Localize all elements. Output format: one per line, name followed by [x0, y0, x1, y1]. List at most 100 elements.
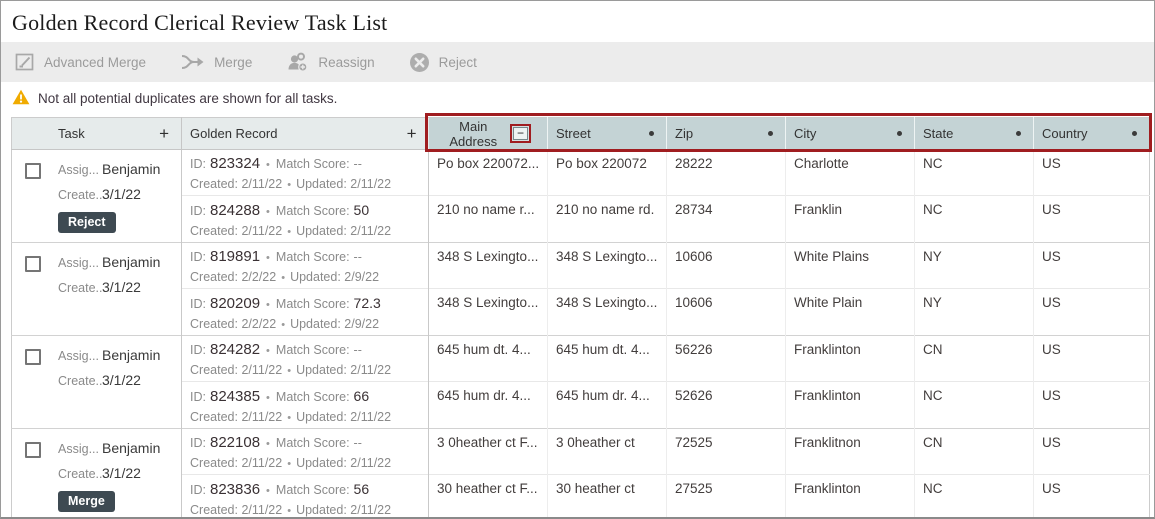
golden-record-cell: ID: 819891 • Match Score: -- Created: 2/2/22 •… [181, 242, 429, 289]
assigned-label: Assig... [58, 256, 99, 270]
task-checkbox[interactable] [25, 349, 41, 365]
cell-main-address: 210 no name r... [428, 195, 548, 243]
created-label: Created: [190, 317, 238, 331]
record-id-line: ID: 822108 • Match Score: -- [190, 433, 422, 454]
task-checkbox[interactable] [25, 256, 41, 272]
table-header: Task + Golden Record + Main Address [11, 117, 1150, 150]
column-header-task[interactable]: Task + [11, 117, 182, 150]
separator-dot: • [287, 505, 292, 517]
record-dates-line: Created: 2/11/22 • Updated: 2/11/22 [190, 408, 422, 428]
match-score-label: Match Score: [275, 157, 350, 171]
assigned-value: Benjamin [102, 440, 161, 456]
cell-state: NC [914, 149, 1034, 196]
task-cell: Assig... Benjamin Create... 3/1/22 [11, 335, 182, 429]
column-header-main-address[interactable]: Main Address − [428, 117, 548, 150]
column-header-city[interactable]: City [785, 117, 915, 150]
state-header-label: State [923, 126, 954, 141]
record-id-line: ID: 824288 • Match Score: 50 [190, 200, 422, 222]
cell-main-address: 645 hum dt. 4... [428, 335, 548, 382]
golden-record-cell: ID: 823324 • Match Score: -- Created: 2/11/22… [181, 149, 429, 196]
separator-dot: • [281, 272, 286, 284]
record-row[interactable]: Assig... Benjamin Create... 3/1/22 ID: 824282… [11, 335, 1150, 429]
advanced-merge-icon [15, 52, 35, 72]
street-column-options-icon[interactable] [649, 131, 654, 136]
created-label: Created: [190, 177, 238, 191]
task-created-value: 3/1/22 [102, 279, 141, 295]
id-label: ID: [190, 390, 206, 404]
column-header-zip[interactable]: Zip [666, 117, 786, 150]
zip-header-label: Zip [675, 126, 694, 141]
updated-value: 2/9/22 [344, 317, 380, 331]
column-header-country[interactable]: Country [1033, 117, 1150, 150]
id-label: ID: [190, 157, 206, 171]
separator-dot: • [287, 365, 292, 377]
updated-value: 2/11/22 [350, 363, 392, 377]
golden-record-cell: ID: 824282 • Match Score: -- Created: 2/11/22… [181, 335, 429, 382]
add-task-column-icon[interactable]: + [155, 125, 173, 142]
collapse-address-group-icon[interactable]: − [513, 127, 528, 140]
task-group: Assig... Benjamin Create... 3/1/22 ID: 824282… [11, 335, 1150, 429]
task-created-value: 3/1/22 [102, 372, 141, 388]
updated-value: 2/11/22 [350, 177, 392, 191]
task-checkbox[interactable] [25, 442, 41, 458]
country-column-options-icon[interactable] [1132, 131, 1137, 136]
task-checkbox[interactable] [25, 163, 41, 179]
id-label: ID: [190, 204, 206, 218]
record-row[interactable]: ID: 820209 • Match Score: 72.3 Created: 2/2/2… [12, 288, 1150, 336]
record-row[interactable]: ID: 823836 • Match Score: 56 Created: 2/11/22… [12, 474, 1150, 517]
record-dates-line: Created: 2/2/22 • Updated: 2/9/22 [190, 315, 422, 335]
advanced-merge-label: Advanced Merge [44, 54, 147, 70]
updated-label: Updated: [290, 270, 341, 284]
separator-dot: • [287, 226, 292, 238]
column-header-street[interactable]: Street [547, 117, 667, 150]
state-column-options-icon[interactable] [1016, 131, 1021, 136]
cell-country: US [1033, 195, 1150, 243]
reject-button[interactable]: Reject [409, 52, 477, 73]
created-label: Created: [190, 503, 238, 517]
assigned-value: Benjamin [102, 347, 161, 363]
separator-dot: • [266, 252, 270, 264]
cell-zip: 52626 [666, 381, 786, 429]
warning-text: Not all potential duplicates are shown f… [38, 91, 338, 106]
record-row[interactable]: Assig... Benjamin Create... 3/1/22 Reject ID:… [11, 149, 1150, 243]
cell-street: Po box 220072 [547, 149, 667, 196]
created-value: 2/11/22 [241, 410, 283, 424]
match-score-value: 50 [353, 202, 370, 218]
task-group: Assig... Benjamin Create... 3/1/22 Merge ID: 8… [11, 428, 1150, 517]
cell-main-address: Po box 220072... [428, 149, 548, 196]
created-value: 2/11/22 [241, 224, 283, 238]
separator-dot: • [287, 412, 292, 424]
add-golden-record-column-icon[interactable]: + [403, 125, 421, 142]
warning-icon [12, 89, 30, 108]
column-header-golden-record[interactable]: Golden Record + [181, 117, 429, 150]
updated-value: 2/11/22 [350, 410, 392, 424]
cell-zip: 72525 [666, 428, 786, 475]
updated-label: Updated: [296, 177, 347, 191]
cell-country: US [1033, 474, 1150, 517]
record-row[interactable]: ID: 824385 • Match Score: 66 Created: 2/11/22… [12, 381, 1150, 429]
match-score-value: 66 [353, 388, 370, 404]
column-header-state[interactable]: State [914, 117, 1034, 150]
cell-state: NC [914, 381, 1034, 429]
assigned-label: Assig... [58, 349, 99, 363]
match-score-label: Match Score: [275, 343, 350, 357]
record-row[interactable]: ID: 824288 • Match Score: 50 Created: 2/11/22… [12, 195, 1150, 243]
zip-column-options-icon[interactable] [768, 131, 773, 136]
record-row[interactable]: Assig... Benjamin Create... 3/1/22 Merge ID: 8… [11, 428, 1150, 517]
match-score-label: Match Score: [275, 390, 350, 404]
merge-button[interactable]: Merge [180, 52, 252, 72]
created-value: 2/11/22 [241, 503, 283, 517]
cell-country: US [1033, 288, 1150, 336]
main-address-header-label: Main Address [449, 118, 498, 149]
cell-state: NC [914, 474, 1034, 517]
reassign-button[interactable]: Reassign [286, 52, 375, 72]
match-score-value: 56 [353, 481, 370, 497]
city-column-options-icon[interactable] [897, 131, 902, 136]
advanced-merge-button[interactable]: Advanced Merge [15, 52, 146, 72]
task-created-label: Create... [58, 467, 106, 481]
match-score-value: -- [353, 157, 362, 171]
cell-zip: 56226 [666, 335, 786, 382]
street-header-label: Street [556, 126, 591, 141]
separator-dot: • [266, 438, 270, 450]
record-row[interactable]: Assig... Benjamin Create... 3/1/22 ID: 819891… [11, 242, 1150, 336]
